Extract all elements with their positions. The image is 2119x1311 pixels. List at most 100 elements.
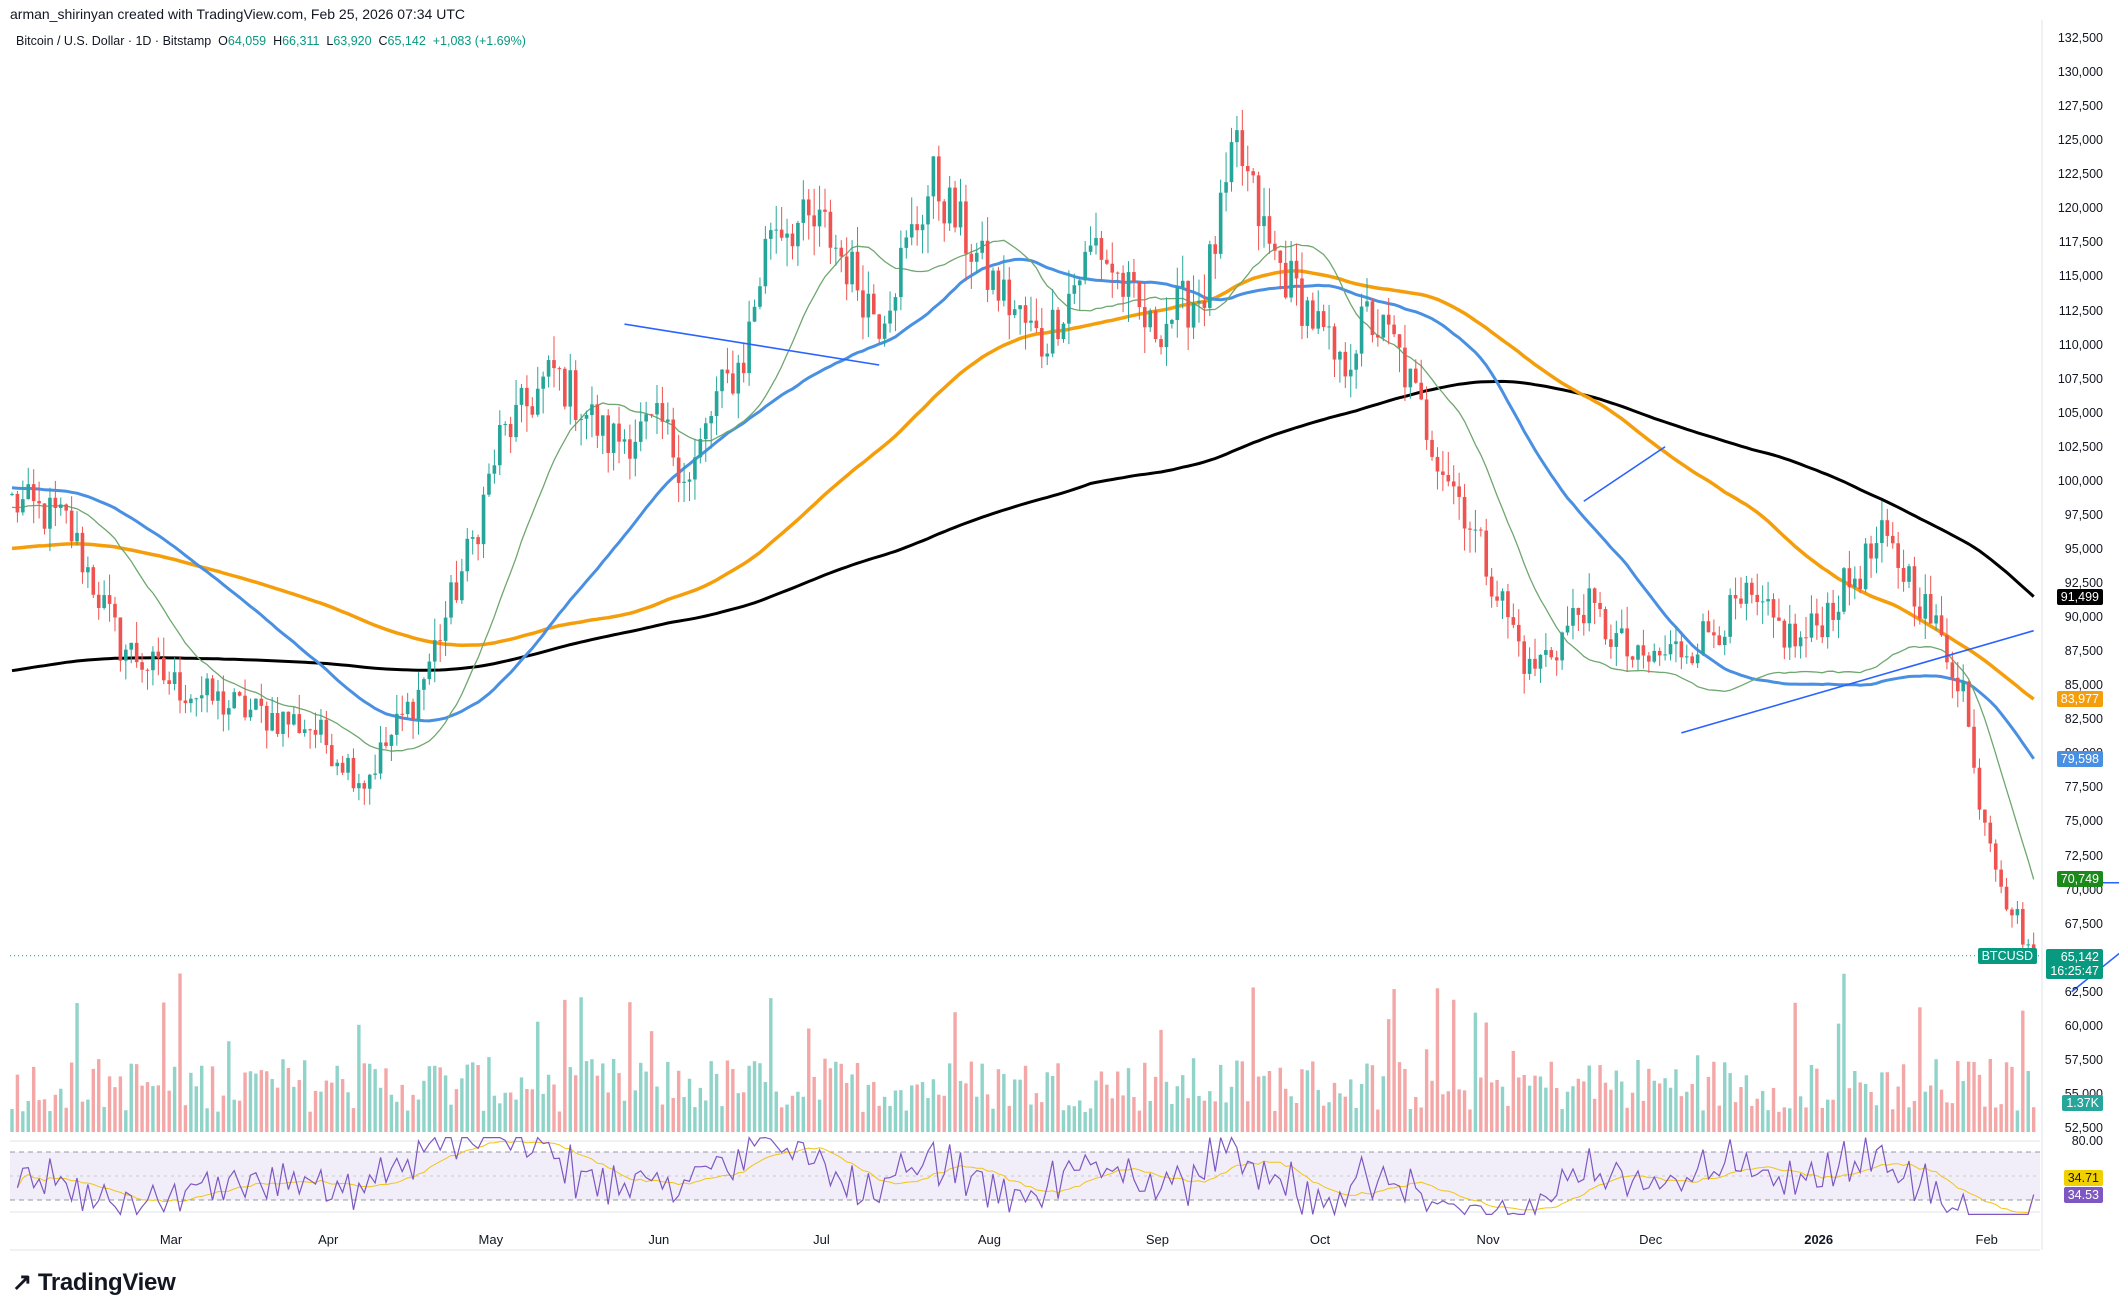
- volume-bar: [1603, 1082, 1608, 1132]
- volume-bar: [1625, 1107, 1629, 1132]
- candle-body: [1316, 311, 1321, 329]
- volume-bar: [996, 1069, 1001, 1132]
- time-axis-label: Jun: [648, 1232, 670, 1247]
- volume-bar: [920, 1082, 925, 1132]
- sma100-tag: 83,977: [2056, 691, 2103, 708]
- volume-bar: [915, 1084, 919, 1132]
- candle-body: [335, 762, 339, 767]
- candle-body: [942, 201, 947, 224]
- volume-bar: [606, 1092, 610, 1132]
- trendline[interactable]: [624, 323, 880, 366]
- candle-body: [232, 692, 237, 709]
- volume-bar: [617, 1073, 621, 1132]
- candle-body: [1126, 272, 1131, 297]
- volume-bar: [1598, 1065, 1602, 1132]
- candle-body: [58, 504, 63, 508]
- candle-body: [774, 229, 779, 231]
- candle-body: [573, 370, 578, 420]
- candle-body: [1473, 529, 1478, 531]
- candle-body: [2021, 908, 2025, 945]
- candle-body: [302, 729, 307, 733]
- candle-body: [649, 414, 654, 416]
- candle-body: [140, 662, 144, 670]
- volume-bar: [1359, 1083, 1364, 1132]
- volume-bar: [1007, 1105, 1011, 1132]
- volume-bar: [1457, 1089, 1461, 1132]
- time-axis-label: May: [478, 1232, 504, 1247]
- candle-body: [638, 421, 643, 442]
- volume-bar: [947, 1063, 952, 1132]
- volume-bar: [1500, 1086, 1505, 1132]
- volume-bar: [2031, 1107, 2036, 1132]
- volume-bar: [590, 1059, 594, 1132]
- volume-bar: [1159, 1029, 1163, 1132]
- volume-bar: [1907, 1107, 1911, 1132]
- volume-bar: [395, 1101, 399, 1132]
- volume-bar: [1495, 1079, 1499, 1132]
- volume-bar: [872, 1081, 876, 1132]
- volume-bar: [1137, 1110, 1142, 1132]
- volume-bar: [1668, 1087, 1673, 1132]
- candle-body: [432, 640, 437, 662]
- candle-body: [947, 187, 952, 224]
- volume-bar: [926, 1098, 930, 1132]
- volume-bar: [633, 1090, 637, 1132]
- ohlc-high: 66,311: [282, 34, 320, 48]
- candle-body: [1224, 182, 1228, 193]
- candle-body: [1424, 399, 1429, 440]
- candle-body: [1901, 567, 1906, 582]
- candle-body: [384, 742, 388, 746]
- candle-body: [1847, 568, 1852, 588]
- candle-body: [75, 532, 79, 542]
- time-axis-label: Dec: [1639, 1232, 1663, 1247]
- volume-bar: [1067, 1105, 1071, 1132]
- candle-body: [1397, 334, 1402, 348]
- candle-body: [563, 368, 567, 407]
- candle-body: [1804, 637, 1808, 639]
- candle-body: [373, 773, 377, 775]
- volume-bar: [1614, 1070, 1619, 1132]
- candle-body: [1170, 319, 1174, 324]
- candle-body: [167, 680, 171, 685]
- candle-body: [96, 594, 101, 608]
- volume-bar: [1555, 1087, 1559, 1132]
- candle-body: [1739, 598, 1743, 604]
- price-axis-label: 117,500: [2058, 235, 2103, 250]
- volume-bar: [1321, 1105, 1326, 1132]
- trendline[interactable]: [1583, 446, 1666, 502]
- trendline[interactable]: [1681, 629, 2034, 734]
- attribution-text: arman_shirinyan created with TradingView…: [10, 6, 465, 22]
- volume-bar: [779, 1107, 784, 1132]
- candle-body: [264, 705, 269, 731]
- volume-bar: [227, 1041, 231, 1132]
- candle-body: [801, 199, 806, 223]
- volume-bar: [1273, 1110, 1277, 1132]
- tradingview-logo[interactable]: ↗ TradingView: [12, 1269, 176, 1296]
- volume-bar: [1050, 1076, 1055, 1132]
- candle-body: [26, 484, 31, 500]
- volume-bar: [31, 1066, 36, 1132]
- volume-bar: [416, 1099, 421, 1132]
- volume-bar: [676, 1070, 681, 1132]
- volume-bar: [1473, 1012, 1478, 1132]
- candle-body: [1300, 278, 1304, 326]
- candle-body: [1002, 279, 1006, 301]
- candle-body: [1603, 609, 1608, 640]
- volume-bar: [1468, 1109, 1472, 1132]
- candle-body: [292, 714, 296, 725]
- volume-bar: [1641, 1100, 1646, 1132]
- candle-body: [1684, 656, 1689, 658]
- candle-body: [600, 415, 605, 436]
- price-axis-label: 82,500: [2064, 712, 2103, 727]
- volume-bar: [1143, 1062, 1147, 1132]
- candle-body: [1457, 486, 1461, 497]
- candle-body: [1050, 309, 1055, 354]
- volume-bar: [1809, 1064, 1814, 1132]
- volume-bar: [655, 1086, 659, 1132]
- candle-body: [492, 465, 497, 474]
- ohlc-high-label: H: [273, 34, 283, 48]
- candle-body: [1820, 625, 1825, 638]
- ohlc-open: 64,059: [227, 34, 267, 48]
- candle-body: [1538, 654, 1543, 669]
